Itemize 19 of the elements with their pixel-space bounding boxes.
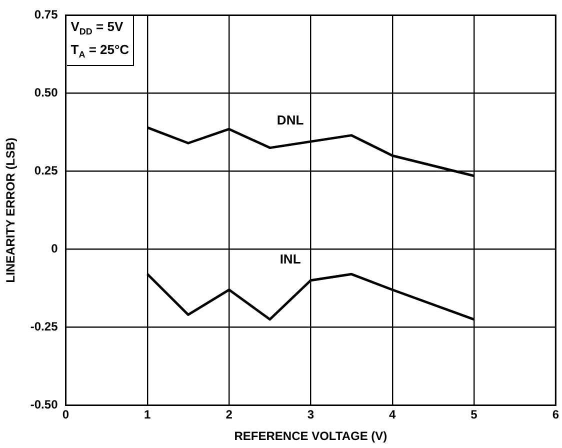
y-tick-label: 0.50 [34,86,58,100]
y-tick-label: 0.25 [34,164,58,178]
x-tick-label: 3 [307,408,314,422]
x-tick-label: 4 [389,408,396,422]
x-tick-label: 1 [144,408,152,422]
y-axis-title: LINEARITY ERROR (LSB) [4,138,18,283]
series-label: DNL [276,112,304,128]
x-tick-label: 2 [226,408,233,422]
x-tick-label: 6 [552,408,560,422]
x-tick-label: 0 [62,408,70,422]
y-tick-label: 0 [51,242,58,256]
series-label: INL [280,251,301,266]
y-tick-label: 0.75 [34,8,58,22]
annotation: V$_{DD}$ = 5V [70,19,124,37]
x-axis-title: REFERENCE VOLTAGE (V) [234,429,388,444]
annotation: T$_{A}$ = 25°C [70,42,130,60]
y-tick-label: -0.50 [30,398,58,412]
y-tick-label: -0.25 [30,320,58,334]
x-tick-label: 5 [470,408,478,422]
